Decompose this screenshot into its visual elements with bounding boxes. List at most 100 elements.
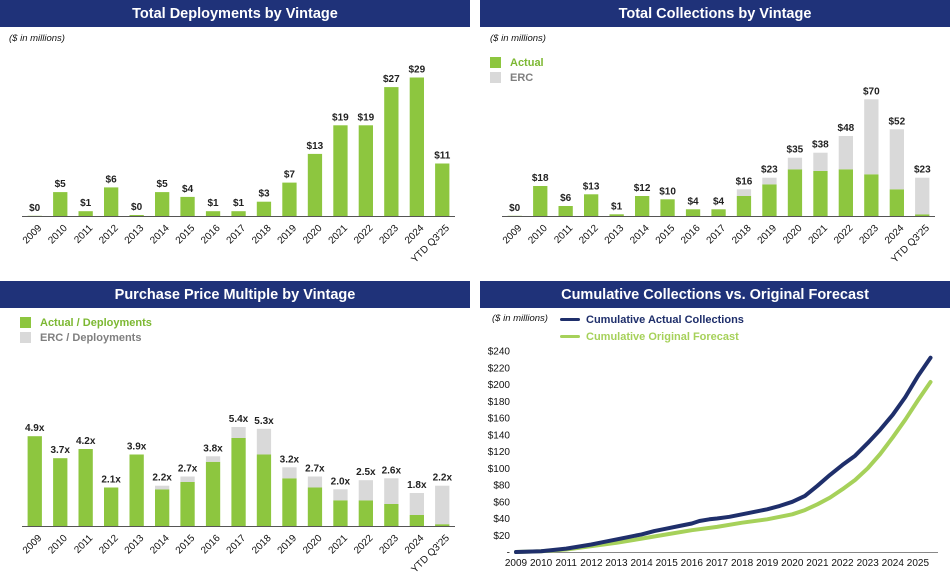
data-label-2010: 3.7x xyxy=(50,445,70,456)
actual-bar-2013 xyxy=(609,214,624,216)
erc-bar-2015 xyxy=(180,476,195,482)
x-tick-2009: 2009 xyxy=(21,533,45,557)
data-label-2009: 4.9x xyxy=(25,423,45,434)
data-label-2013: $0 xyxy=(131,202,143,213)
legend-actual-label: Actual xyxy=(510,56,544,69)
y-tick-12: $240 xyxy=(488,347,511,358)
legend-erc-deployments-label: ERC / Deployments xyxy=(40,331,142,344)
x-tick-2017: 2017 xyxy=(225,533,249,557)
actual-bar-2014 xyxy=(635,196,650,216)
legend-erc-label: ERC xyxy=(510,71,534,84)
y-tick-10: $200 xyxy=(488,380,511,391)
actual-bar-2022 xyxy=(358,500,373,526)
x-tick-2010: 2010 xyxy=(46,533,70,557)
erc-bar-2024 xyxy=(889,129,904,190)
data-label-YTD Q3'25: 2.2x xyxy=(433,473,453,484)
actual-bar-2015 xyxy=(180,482,195,526)
actual-bar-2013 xyxy=(129,215,144,216)
y-tick-4: $80 xyxy=(493,481,510,492)
x-tick-2022: 2022 xyxy=(352,223,376,247)
data-label-2024: $52 xyxy=(888,116,905,127)
actual-bar-2009 xyxy=(27,436,42,526)
legend-cumulative-actual-label: Cumulative Actual Collections xyxy=(586,313,744,326)
legend-actual-swatch xyxy=(490,57,501,68)
data-label-2020: 2.7x xyxy=(305,464,325,475)
x-tick-2023: 2023 xyxy=(377,533,401,557)
actual-bar-2014 xyxy=(155,192,170,216)
x-tick-2019: 2019 xyxy=(756,558,779,569)
data-label-2010: $5 xyxy=(55,179,67,190)
erc-bar-YTD Q3'25 xyxy=(435,485,450,525)
data-label-2021: 2.0x xyxy=(331,476,351,487)
actual-bar-2019 xyxy=(282,478,297,526)
x-tick-2018: 2018 xyxy=(250,533,274,557)
x-tick-2020: 2020 xyxy=(781,558,804,569)
x-tick-2022: 2022 xyxy=(352,533,376,557)
erc-bar-2021 xyxy=(813,152,828,171)
actual-bar-2011 xyxy=(78,211,93,216)
multiple-legend: Actual / Deployments ERC / Deployments xyxy=(20,315,152,345)
legend-actual-deployments-label: Actual / Deployments xyxy=(40,316,152,329)
x-tick-2020: 2020 xyxy=(301,533,325,557)
x-tick-2021: 2021 xyxy=(807,223,831,247)
x-tick-2011: 2011 xyxy=(72,533,95,556)
collections-legend: Actual ERC xyxy=(490,55,544,85)
data-label-2014: 2.2x xyxy=(152,473,172,484)
deployments-unit-note: ($ in millions) xyxy=(9,33,65,44)
data-label-2014: $12 xyxy=(634,183,651,194)
data-label-YTD Q3'25: $11 xyxy=(434,151,451,162)
data-label-2015: $10 xyxy=(659,186,676,197)
data-label-2016: 3.8x xyxy=(203,443,223,454)
cumulative-unit-note: ($ in millions) xyxy=(492,313,548,324)
data-label-2023: $27 xyxy=(383,74,400,85)
actual-bar-2011 xyxy=(558,206,573,216)
deployments-header: Total Deployments by Vintage xyxy=(0,0,470,27)
data-label-2013: 3.9x xyxy=(127,442,147,453)
erc-bar-2023 xyxy=(384,478,399,504)
legend-actual: Actual xyxy=(490,55,544,70)
x-tick-2010: 2010 xyxy=(46,223,70,247)
x-tick-2021: 2021 xyxy=(327,533,351,557)
actual-bar-2022 xyxy=(358,125,373,216)
x-tick-2018: 2018 xyxy=(730,223,754,247)
actual-bar-2024 xyxy=(889,189,904,216)
x-tick-2024: 2024 xyxy=(882,558,905,569)
erc-bar-2022 xyxy=(358,480,373,501)
erc-bar-2021 xyxy=(333,489,348,501)
actual-bar-2010 xyxy=(533,186,548,216)
data-label-2022: $48 xyxy=(838,123,855,134)
actual-bar-2021 xyxy=(333,500,348,526)
erc-bar-YTD Q3'25 xyxy=(915,177,930,215)
cumulative-panel: Cumulative Collections vs. Original Fore… xyxy=(480,281,950,581)
x-tick-2012: 2012 xyxy=(97,223,121,247)
actual-bar-2014 xyxy=(155,489,170,526)
erc-bar-2024 xyxy=(409,493,424,515)
x-tick-2016: 2016 xyxy=(199,223,223,247)
x-tick-2011: 2011 xyxy=(552,223,575,246)
x-tick-2015: 2015 xyxy=(174,223,198,247)
x-tick-2010: 2010 xyxy=(526,223,550,247)
actual-bar-2019 xyxy=(762,184,777,216)
data-label-2011: 4.2x xyxy=(76,436,96,447)
data-label-2017: $1 xyxy=(233,198,245,209)
actual-bar-2021 xyxy=(333,125,348,216)
actual-bar-2012 xyxy=(104,187,119,216)
actual-bar-2020 xyxy=(307,487,323,526)
legend-erc-deployments: ERC / Deployments xyxy=(20,330,152,345)
erc-bar-2023 xyxy=(864,99,879,175)
actual-bar-2018 xyxy=(256,201,272,216)
cumulative-legend: Cumulative Actual Collections Cumulative… xyxy=(560,312,744,344)
y-tick-11: $220 xyxy=(488,363,511,374)
x-tick-2019: 2019 xyxy=(756,223,780,247)
multiple-header: Purchase Price Multiple by Vintage xyxy=(0,281,470,308)
actual-bar-2017 xyxy=(711,209,726,216)
actual-bar-2022 xyxy=(838,169,853,216)
actual-bar-2012 xyxy=(584,194,599,216)
actual-bar-2017 xyxy=(231,438,246,526)
x-tick-2022: 2022 xyxy=(831,558,854,569)
x-tick-2012: 2012 xyxy=(580,558,603,569)
actual-bar-2018 xyxy=(256,454,272,526)
data-label-2015: 2.7x xyxy=(178,464,198,475)
legend-cumulative-forecast-label: Cumulative Original Forecast xyxy=(586,330,739,343)
actual-bar-2018 xyxy=(736,196,752,216)
